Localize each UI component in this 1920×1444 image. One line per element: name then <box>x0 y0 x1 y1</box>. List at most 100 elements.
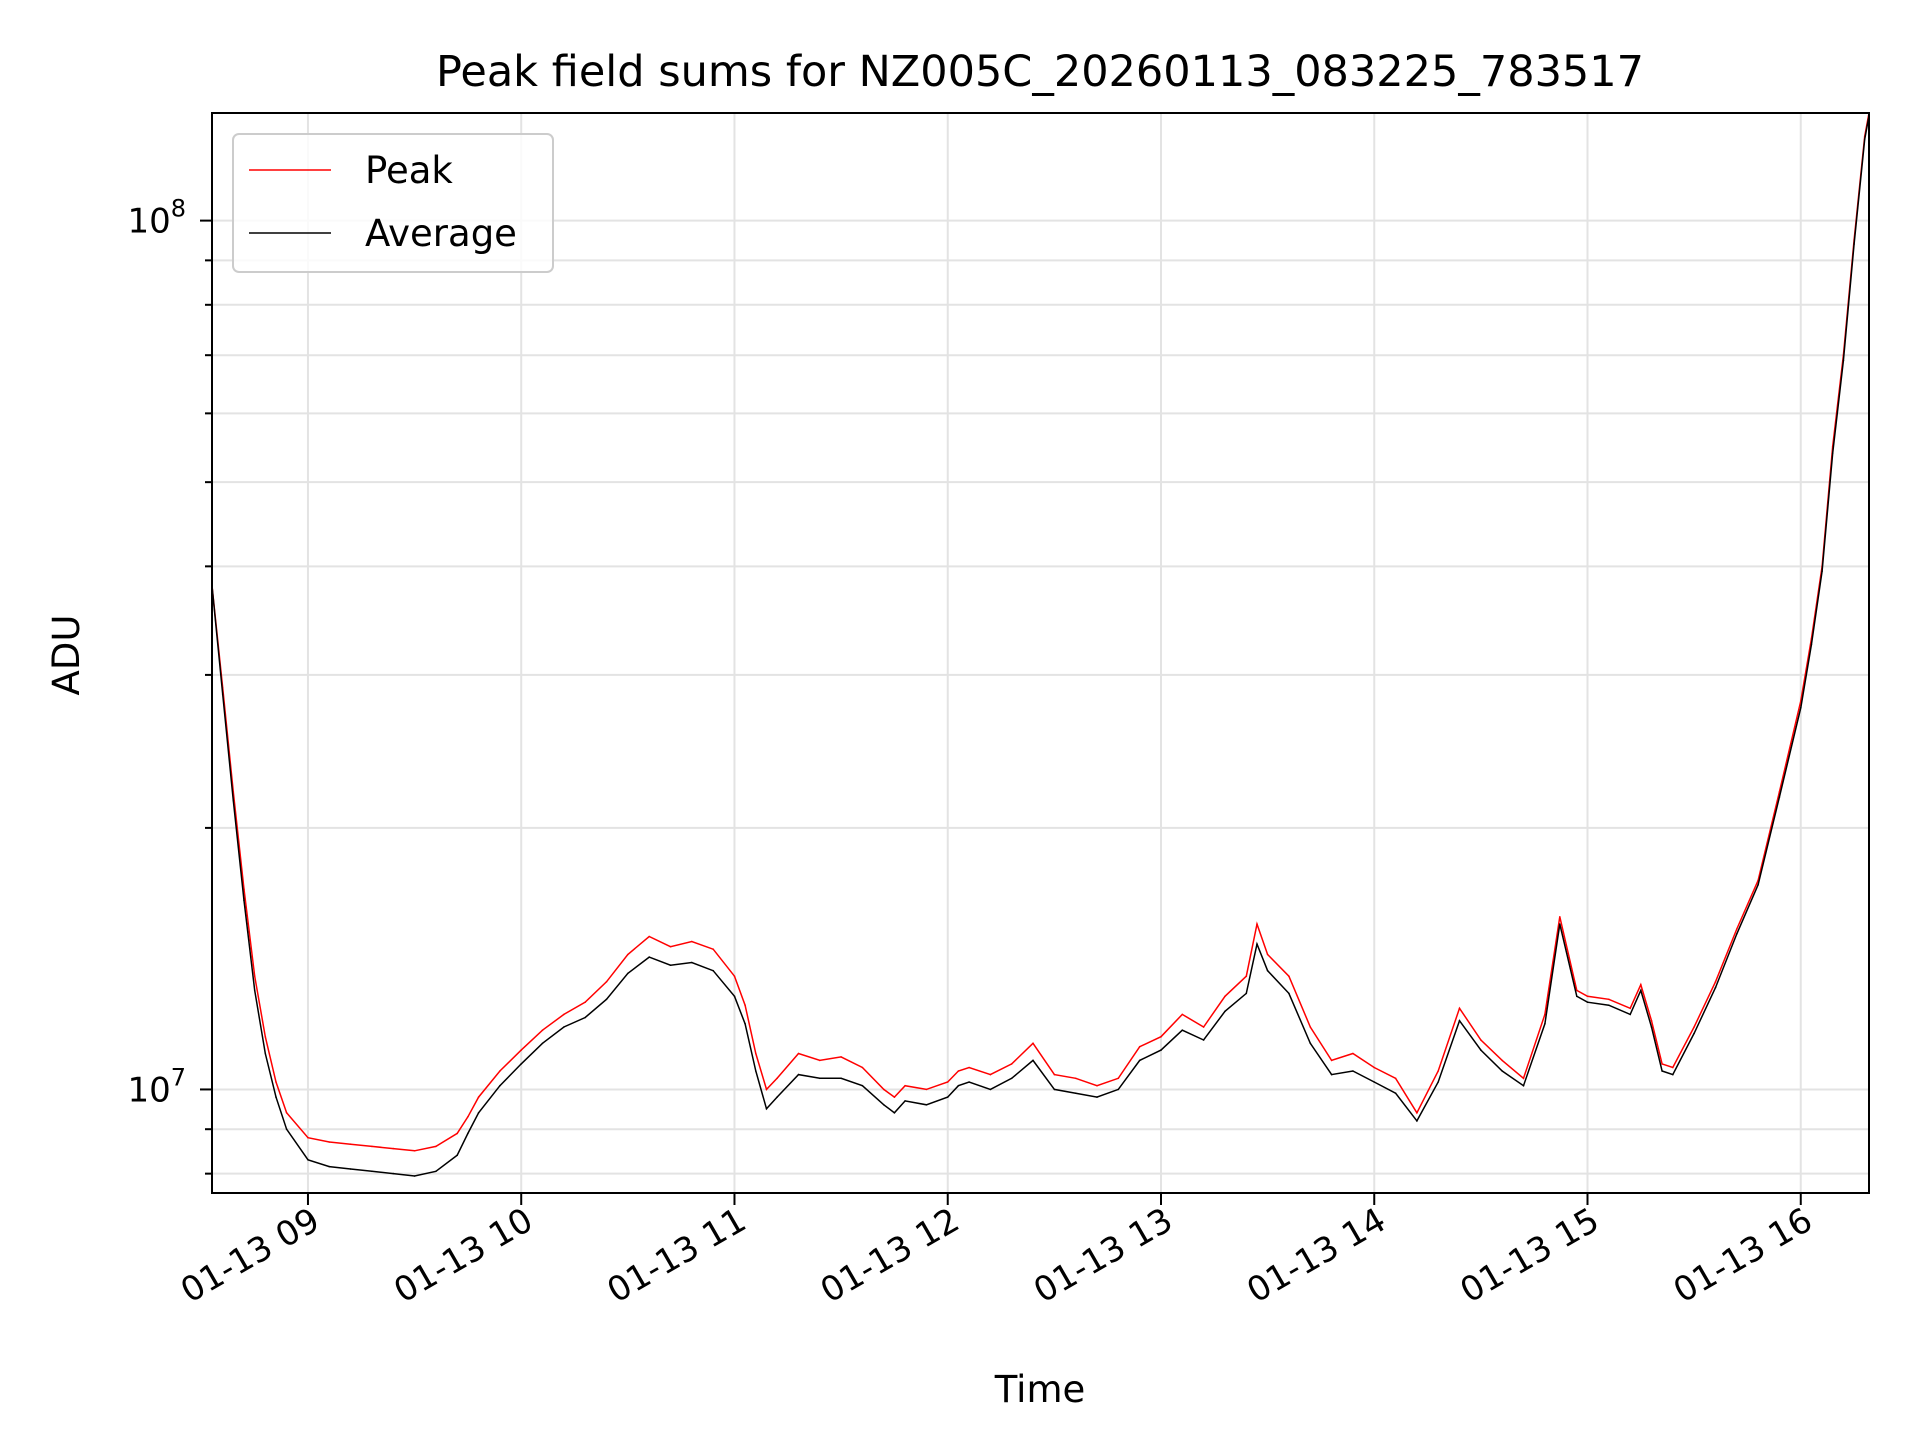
data-point-average <box>1352 1070 1354 1072</box>
data-point-average <box>765 1108 768 1110</box>
data-point-peak <box>1394 1077 1397 1080</box>
data-point-average <box>1863 138 1866 141</box>
legend-frame <box>232 133 554 273</box>
data-point-average <box>328 1165 331 1168</box>
data-point-peak <box>413 1150 416 1152</box>
data-point-peak <box>1288 975 1290 977</box>
data-point-average <box>669 964 672 966</box>
data-point-average <box>1501 1070 1503 1072</box>
data-point-peak <box>712 948 714 950</box>
data-point-peak <box>328 1141 331 1143</box>
data-point-peak <box>1640 983 1642 986</box>
data-point-average <box>989 1088 992 1091</box>
plot-series <box>211 112 1870 1177</box>
data-point-peak <box>1586 995 1589 998</box>
data-point-average <box>243 899 245 902</box>
y-axis-label: ADU <box>45 615 88 696</box>
data-point-average <box>755 1070 757 1072</box>
data-point-peak <box>744 1004 746 1006</box>
data-point-average <box>264 1052 267 1055</box>
data-point-average <box>1821 570 1823 572</box>
data-point-average <box>1074 1092 1077 1094</box>
legend-label-average: Average <box>365 212 517 255</box>
data-point-peak <box>467 1116 469 1118</box>
data-point-average <box>1245 992 1248 995</box>
data-point-peak <box>1202 1026 1205 1028</box>
data-point-peak <box>627 953 629 956</box>
data-point-average <box>520 1063 522 1065</box>
data-point-average <box>1650 1026 1653 1028</box>
data-point-average <box>253 989 256 992</box>
data-point-average <box>1853 243 1855 245</box>
data-point-peak <box>946 1081 949 1083</box>
data-point-peak <box>1330 1059 1333 1062</box>
data-point-peak <box>477 1096 480 1098</box>
data-point-peak <box>1544 1013 1546 1016</box>
data-point-average <box>1256 943 1258 945</box>
data-point-average <box>691 961 693 964</box>
data-point-average <box>1096 1096 1098 1098</box>
data-point-peak <box>499 1070 501 1072</box>
data-point-peak <box>285 1112 288 1114</box>
data-point-peak <box>584 1001 586 1003</box>
data-point-average <box>1032 1059 1034 1062</box>
data-point-peak <box>1608 998 1610 1001</box>
data-point-average <box>232 799 235 802</box>
data-point-peak <box>435 1145 437 1148</box>
y-tick-label-exponent: 7 <box>171 1063 186 1091</box>
data-point-average <box>1437 1081 1439 1083</box>
data-point-average <box>1629 1013 1631 1016</box>
data-point-average <box>1416 1120 1418 1122</box>
data-point-peak <box>1661 1063 1663 1065</box>
data-point-average <box>627 972 629 975</box>
data-point-average <box>456 1154 459 1156</box>
data-point-peak <box>1256 923 1258 925</box>
data-point-peak <box>648 935 650 938</box>
data-point-average <box>1831 452 1834 454</box>
data-point-average <box>861 1084 864 1087</box>
data-point-average <box>819 1077 821 1080</box>
data-point-average <box>1522 1084 1525 1087</box>
data-point-average <box>957 1084 960 1087</box>
data-point-average <box>1458 1019 1461 1022</box>
data-point-average <box>1661 1070 1663 1072</box>
data-point-average <box>1736 933 1738 935</box>
grid-lines <box>212 113 1869 1193</box>
data-point-average <box>1330 1073 1333 1076</box>
data-point-average <box>435 1170 437 1173</box>
data-point-peak <box>349 1143 352 1145</box>
y-tick-label-exponent: 8 <box>171 195 186 223</box>
data-point-peak <box>1245 975 1248 977</box>
data-point-peak <box>883 1088 885 1091</box>
data-point-peak <box>243 888 245 890</box>
data-point-average <box>968 1081 970 1083</box>
data-point-peak <box>1160 1035 1162 1038</box>
data-point-average <box>883 1104 885 1106</box>
data-point-peak <box>1714 981 1717 983</box>
data-point-average <box>1138 1059 1141 1062</box>
data-point-average <box>584 1016 586 1019</box>
data-point-peak <box>307 1136 309 1139</box>
data-point-average <box>1053 1088 1056 1091</box>
data-point-average <box>744 1023 746 1025</box>
data-point-average <box>563 1026 565 1028</box>
data-point-average <box>648 956 650 958</box>
data-point-average <box>1202 1039 1205 1041</box>
data-point-peak <box>957 1070 960 1072</box>
data-point-average <box>893 1112 896 1114</box>
data-point-average <box>840 1077 842 1080</box>
data-point-peak <box>1224 995 1226 998</box>
data-point-peak <box>1032 1042 1034 1045</box>
data-point-average <box>1309 1042 1312 1045</box>
y-tick-label: 108 <box>127 195 186 242</box>
data-point-peak <box>253 975 256 977</box>
data-point-average <box>1586 1001 1589 1003</box>
data-point-peak <box>1559 916 1561 918</box>
data-point-average <box>477 1112 480 1114</box>
data-point-peak <box>1480 1039 1482 1041</box>
data-point-peak <box>1437 1070 1439 1072</box>
data-point-peak <box>264 1035 267 1038</box>
data-point-peak <box>392 1147 395 1150</box>
data-point-average <box>946 1096 949 1098</box>
